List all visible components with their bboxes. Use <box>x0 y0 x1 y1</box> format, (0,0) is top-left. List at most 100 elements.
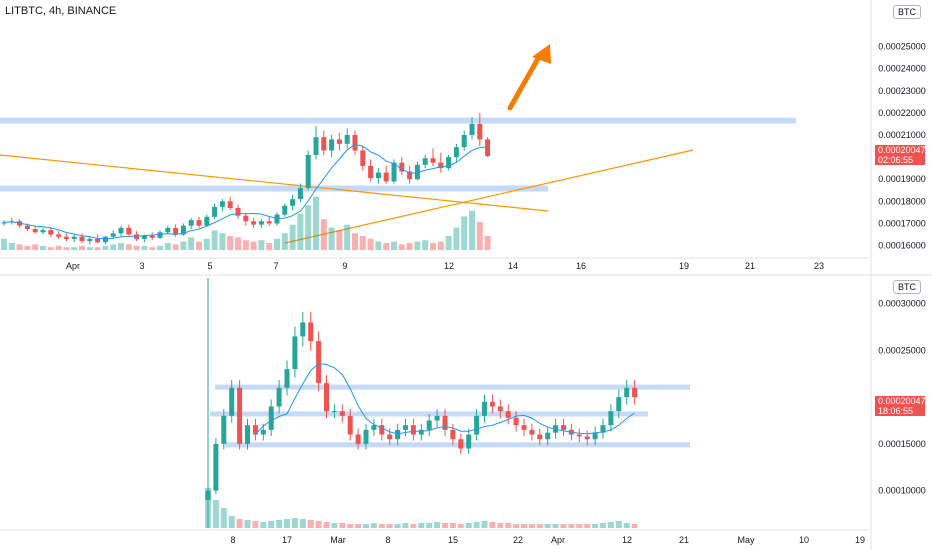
bottom-volume-bar <box>600 523 606 528</box>
bottom-price-tick: 0.00015000 <box>878 439 926 449</box>
bottom-volume-bar <box>528 524 535 528</box>
top-candle-body <box>87 238 93 242</box>
bottom-volume-bar <box>473 522 480 528</box>
top-time-tick: 12 <box>444 261 454 271</box>
top-currency-badge[interactable]: BTC <box>893 5 921 19</box>
top-volume-bar <box>313 196 319 250</box>
bottom-time-tick: 10 <box>799 535 809 545</box>
bottom-volume-bar <box>236 519 243 528</box>
bottom-volume-bar <box>434 522 441 528</box>
top-candle-body <box>469 123 475 135</box>
bottom-candle-body <box>458 439 464 449</box>
bottom-candle-body <box>561 425 566 430</box>
top-volume-bar <box>328 227 335 250</box>
top-candle-body <box>422 158 428 165</box>
top-candle-body <box>329 139 335 151</box>
top-candle-body <box>212 206 218 217</box>
top-time-tick: 3 <box>139 261 144 271</box>
bottom-volume-bar <box>355 524 362 528</box>
bottom-candle-body <box>403 425 408 430</box>
top-time-axis[interactable]: Apr 3 5 7 9 12 14 16 19 21 23 <box>0 257 870 271</box>
top-volume-bar <box>141 245 148 250</box>
bottom-price-tick: 0.00010000 <box>878 486 926 496</box>
bottom-volume-bar <box>410 524 417 528</box>
top-volume-bar <box>320 219 327 250</box>
bottom-volume-bar <box>347 524 354 528</box>
bottom-volume-bar <box>331 523 338 528</box>
bottom-candle-body <box>482 401 487 416</box>
top-volume-bar <box>227 236 234 250</box>
top-candle-body <box>165 227 171 233</box>
top-candle-body <box>102 236 108 243</box>
bottom-candle-body <box>371 425 377 430</box>
top-candles <box>1 112 491 245</box>
bottom-candle-body <box>505 411 511 418</box>
bottom-price-axis[interactable]: 0.00030000 0.00025000 0.00015000 0.00010000 <box>878 299 926 496</box>
top-price-tick: 0.00024000 <box>878 64 926 74</box>
bottom-volume-bar <box>252 521 259 528</box>
top-candle-body <box>141 235 147 239</box>
top-volume-bar <box>102 245 109 250</box>
top-volume-bar <box>79 245 85 250</box>
top-time-tick: 21 <box>745 261 755 271</box>
top-candle-body <box>227 201 233 208</box>
bottom-volume-bar <box>457 524 464 528</box>
bottom-candle-body <box>592 432 598 440</box>
top-volume-bar <box>16 244 23 250</box>
top-price-tick: 0.00021000 <box>878 130 926 140</box>
bottom-candle-body <box>363 429 369 444</box>
top-volume-bar <box>242 240 249 250</box>
top-volume-bar <box>180 241 187 250</box>
top-candle-body <box>251 221 257 225</box>
top-price-tick: 0.00025000 <box>878 42 926 52</box>
top-trendline-up <box>284 149 694 244</box>
top-candle-body <box>313 137 319 155</box>
bottom-volume-bar <box>442 523 448 528</box>
top-level-zone <box>0 117 796 124</box>
bottom-candle-body <box>284 369 290 388</box>
top-candle-body <box>274 214 280 224</box>
top-volume-bar <box>149 247 156 250</box>
bottom-volume-bar <box>497 523 504 528</box>
top-level-zones <box>0 117 796 192</box>
bottom-time-tick: 17 <box>282 535 292 545</box>
bottom-volume-bar <box>449 523 456 528</box>
bottom-time-tick: 22 <box>513 535 523 545</box>
bottom-time-axis[interactable]: 8 17 Mar 8 15 22 Apr 12 21 May 10 19 <box>0 529 870 545</box>
bottom-volume-bar <box>513 524 520 528</box>
top-candle-body <box>196 220 202 226</box>
top-volume-bar <box>289 224 296 250</box>
bottom-candle-body <box>339 411 345 416</box>
bottom-currency-badge[interactable]: BTC <box>893 280 921 294</box>
top-candle-body <box>368 165 374 179</box>
bottom-candle-body <box>331 411 337 413</box>
bottom-volume-bar <box>521 524 527 528</box>
bottom-volume-bar <box>220 508 227 528</box>
top-volume-bar <box>391 241 397 250</box>
bottom-candle-body <box>395 429 401 440</box>
top-candle-body <box>477 123 483 140</box>
top-volume-bar <box>383 243 390 250</box>
bottom-candle-body <box>474 415 480 435</box>
bottom-candle-body <box>450 429 456 440</box>
top-price-axis[interactable]: 0.00025000 0.00024000 0.00023000 0.00022000… <box>878 42 926 251</box>
top-candle-body <box>266 221 272 224</box>
top-volume-bar <box>406 243 413 250</box>
top-candle-body <box>235 207 241 216</box>
bottom-volume-bar <box>489 522 496 528</box>
top-candle-body <box>1 222 7 224</box>
top-volume-bar <box>219 233 226 250</box>
bottom-candle-body <box>466 434 472 449</box>
bottom-candle-body <box>237 387 243 444</box>
top-level-zone <box>0 185 548 192</box>
top-volume-bar <box>469 210 475 250</box>
top-candle-body <box>63 236 69 239</box>
top-volume-bar <box>211 230 218 250</box>
top-volume-bar <box>305 205 312 250</box>
top-volume-bar <box>422 240 429 250</box>
bottom-time-tick: May <box>737 535 755 545</box>
bottom-candle-body <box>252 425 258 435</box>
bottom-volume-bar <box>418 523 425 528</box>
top-volume-bar <box>297 213 304 250</box>
